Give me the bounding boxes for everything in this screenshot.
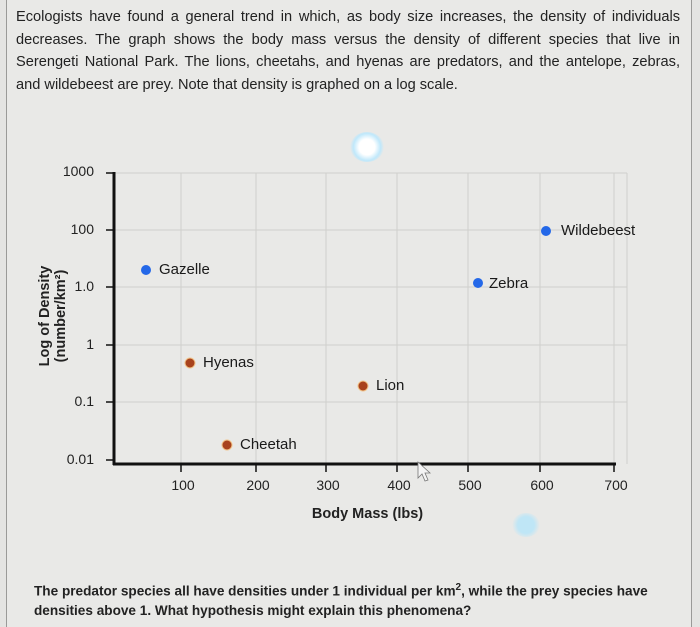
x-tick-label: 600 (530, 477, 554, 493)
light-glare (350, 132, 384, 162)
light-glare (512, 513, 540, 537)
page-frame (6, 0, 692, 627)
y-tick-label: 1.0 (74, 278, 94, 294)
x-tick-label: 700 (604, 477, 628, 493)
x-tick-label: 500 (458, 477, 482, 493)
y-tick-label: 1 (86, 336, 94, 352)
y-tick-label: 1000 (62, 163, 94, 179)
point-label-wildebeest: Wildebeest (561, 222, 636, 239)
intro-paragraph: Ecologists have found a general trend in… (16, 9, 680, 93)
superscript: 2 (455, 582, 462, 593)
question-part2: , while the prey species have densities … (34, 583, 648, 618)
data-point-gazelle (141, 265, 151, 275)
y-tick-label: 0.1 (74, 393, 94, 409)
point-label-lion: Lion (376, 377, 405, 394)
grid (113, 172, 628, 464)
x-tick-label: 400 (387, 477, 411, 493)
x-axis-label: Body Mass (lbs) (311, 506, 424, 522)
data-point-lion (357, 380, 369, 392)
y-tick-label: 0.01 (66, 451, 94, 467)
data-point-cheetah (221, 439, 233, 451)
point-label-zebra: Zebra (489, 275, 529, 292)
point-label-hyenas: Hyenas (203, 354, 254, 371)
x-tick-label: 200 (246, 477, 270, 493)
x-tick-label: 100 (171, 477, 195, 493)
y-tick-label: 100 (70, 221, 94, 237)
point-label-gazelle: Gazelle (159, 261, 210, 278)
data-point-zebra (473, 278, 483, 288)
question-part1: The predator species all have densities … (34, 583, 456, 599)
mouse-cursor-icon (417, 461, 432, 482)
question-text: The predator species all have densities … (34, 578, 664, 620)
x-tick-label: 300 (316, 477, 340, 493)
data-point-wildebeest (541, 226, 551, 236)
point-label-cheetah: Cheetah (240, 436, 297, 453)
data-point-hyenas (184, 357, 196, 369)
axes (106, 172, 616, 472)
